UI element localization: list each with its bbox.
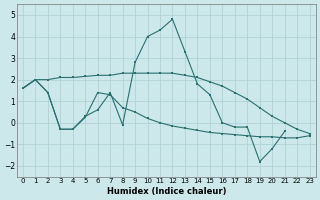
X-axis label: Humidex (Indice chaleur): Humidex (Indice chaleur) xyxy=(107,187,226,196)
